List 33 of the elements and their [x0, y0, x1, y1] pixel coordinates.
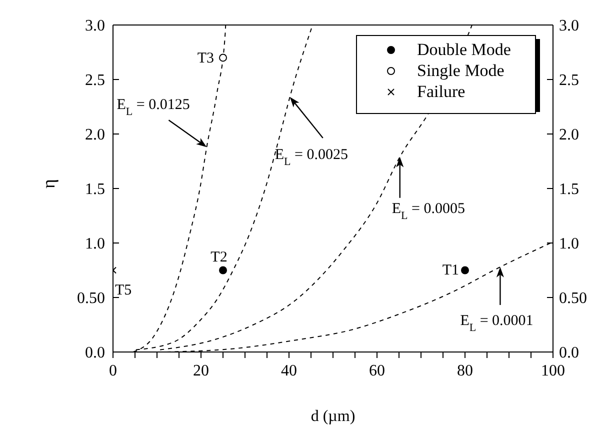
y2-tick-label: 2.0 [559, 126, 579, 144]
y2-tick-label: 2.5 [559, 72, 579, 90]
legend-label: Single Mode [417, 60, 504, 80]
legend-label: Double Mode [417, 40, 511, 60]
annotation: T1 [442, 262, 459, 278]
annotation: T5 [115, 282, 132, 298]
x-axis-title: d (µm) [310, 408, 356, 425]
y-tick-label: 1.0 [85, 236, 105, 253]
y2-tick-label: 1.5 [559, 181, 579, 198]
annotation: E$_{L}$ = 0.0001 [460, 312, 534, 334]
x-tick-label: 40 [281, 362, 297, 380]
x-tick-label: 80 [457, 362, 473, 380]
legend-label: Failure [417, 82, 466, 102]
y-tick-label: 1.5 [85, 181, 105, 198]
annotation: T2 [210, 249, 228, 266]
y2-tick-label: 1.0 [559, 236, 579, 253]
annotation: T3 [197, 50, 214, 67]
annotation: E$_{L}$ = 0.0025 [274, 146, 348, 168]
y-tick-label: 0.0 [85, 344, 105, 362]
x-tick-label: 0 [109, 362, 117, 380]
y-tick-label: 2.0 [85, 126, 105, 144]
y2-tick-label: 0.0 [559, 344, 579, 362]
annotation: E$_{L}$ = 0.0125 [116, 97, 190, 118]
x-tick-label: 20 [193, 362, 209, 380]
y-tick-label: 2.5 [85, 72, 105, 90]
y-axis-title: η [38, 179, 58, 188]
x-tick-label: 100 [541, 362, 565, 380]
y-tick-label: 0.50 [77, 290, 105, 308]
x-tick-label: 60 [369, 362, 385, 380]
y2-tick-label: 0.50 [559, 290, 587, 308]
y2-tick-label: 3.0 [559, 18, 579, 35]
y-tick-label: 3.0 [85, 18, 105, 35]
annotation: E$_{L}$ = 0.0005 [392, 200, 466, 222]
